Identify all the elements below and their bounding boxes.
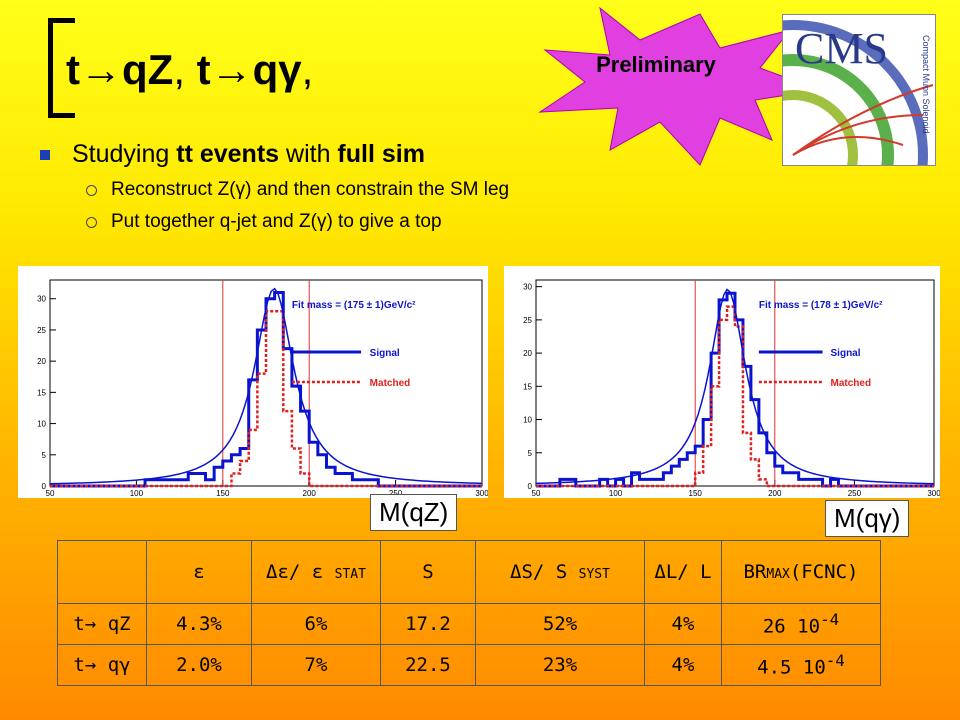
header-eff: ε [146, 540, 252, 604]
bullet-main: Studying tt events with full sim [40, 140, 509, 169]
table-cell-br: 4.5 10-4 [721, 644, 881, 686]
svg-text:Compact Muon Solenoid: Compact Muon Solenoid [921, 35, 931, 134]
x-tick-label: 150 [216, 489, 230, 498]
matched-series [536, 305, 934, 488]
y-tick-label: 20 [37, 357, 46, 366]
circle-bullet-icon [86, 184, 97, 196]
table-row: t→ qγ 2.0% 7% 22.5 23% 4% 4.5 10-4 [57, 644, 881, 686]
table-cell: 4.3% [146, 603, 252, 645]
table-cell: 6% [251, 603, 381, 645]
preliminary-badge: Preliminary [596, 52, 716, 77]
mass-histogram-qz: 50 100 150 200 250 300 0 5 10 15 20 25 30 Fit mass = … [18, 266, 488, 498]
title-bracket [48, 18, 75, 118]
label-mqz: M(qZ) [370, 494, 458, 531]
legend-signal-label: Signal [831, 348, 861, 359]
sub-bullet: Put together q-jet and Z(γ) to give a to… [86, 211, 509, 233]
x-tick-label: 100 [130, 489, 144, 498]
bullet-list: Studying tt events with full sim Reconst… [40, 140, 509, 233]
y-tick-label: 0 [42, 482, 47, 491]
y-tick-label: 5 [42, 451, 47, 460]
x-tick-label: 150 [689, 489, 703, 498]
table-cell: 4% [644, 603, 722, 645]
x-tick-label: 200 [768, 489, 782, 498]
y-tick-label: 30 [37, 295, 46, 304]
y-tick-label: 25 [523, 316, 532, 325]
y-tick-label: 5 [528, 449, 533, 458]
x-tick-label: 50 [46, 489, 55, 498]
x-tick-label: 250 [389, 489, 403, 498]
table-cell: 17.2 [380, 603, 476, 645]
header-s: S [380, 540, 476, 604]
table-cell: 7% [251, 644, 381, 686]
table-cell: 4% [644, 644, 722, 686]
fit-curve [535, 288, 935, 485]
fit-mass-text: Fit mass = (175 ± 1)GeV/c² [292, 300, 416, 311]
x-tick-label: 100 [609, 489, 623, 498]
y-tick-label: 10 [37, 420, 46, 429]
header-br: BRMAX(FCNC) [721, 540, 881, 604]
square-bullet-icon [40, 149, 50, 160]
matched-series [50, 309, 482, 488]
x-tick-label: 300 [475, 489, 488, 498]
fit-curve [49, 287, 483, 485]
sub-bullet: Reconstruct Z(γ) and then constrain the … [86, 179, 509, 201]
y-tick-label: 0 [528, 482, 533, 491]
circle-bullet-icon [86, 216, 97, 228]
y-tick-label: 15 [523, 382, 532, 391]
y-tick-label: 10 [523, 416, 532, 425]
x-tick-label: 250 [848, 489, 862, 498]
table-cell: 2.0% [146, 644, 252, 686]
svg-text:CMS: CMS [795, 24, 888, 73]
x-tick-label: 300 [927, 489, 940, 498]
table-row: t→ qZ 4.3% 6% 17.2 52% 4% 26 10-4 [57, 603, 881, 645]
table-cell: 23% [475, 644, 645, 686]
y-tick-label: 20 [523, 349, 532, 358]
legend-matched-label: Matched [370, 378, 411, 389]
header-deff: Δε/ ε STAT [251, 540, 381, 604]
x-tick-label: 200 [303, 489, 317, 498]
legend-signal-label: Signal [370, 348, 400, 359]
cms-logo: CMS Compact Muon Solenoid [782, 14, 936, 166]
header-ds: ΔS/ S SYST [475, 540, 645, 604]
table-cell: 22.5 [380, 644, 476, 686]
table-cell-br: 26 10-4 [721, 603, 881, 645]
slide-title: t→qZ, t→qγ, [66, 46, 314, 93]
label-mqgamma: M(qγ) [825, 500, 910, 537]
row-label: t→ qγ [57, 644, 147, 686]
preliminary-burst-shape [538, 6, 821, 166]
y-tick-label: 30 [523, 283, 532, 292]
legend-matched-label: Matched [831, 378, 872, 389]
table-cell: 52% [475, 603, 645, 645]
corner-cell [57, 540, 147, 604]
y-tick-label: 15 [37, 388, 46, 397]
y-tick-label: 25 [37, 326, 46, 335]
fit-mass-text: Fit mass = (178 ± 1)GeV/c² [759, 300, 883, 311]
header-dl: ΔL/ L [644, 540, 722, 604]
results-table: ε Δε/ ε STAT S ΔS/ S SYST ΔL/ L BRMAX(FC… [57, 540, 881, 686]
x-tick-label: 50 [532, 489, 541, 498]
row-label: t→ qZ [57, 603, 147, 645]
mass-histogram-qgamma: 50 100 150 200 250 300 0 5 10 15 20 25 30 Fit mass = … [504, 266, 940, 498]
